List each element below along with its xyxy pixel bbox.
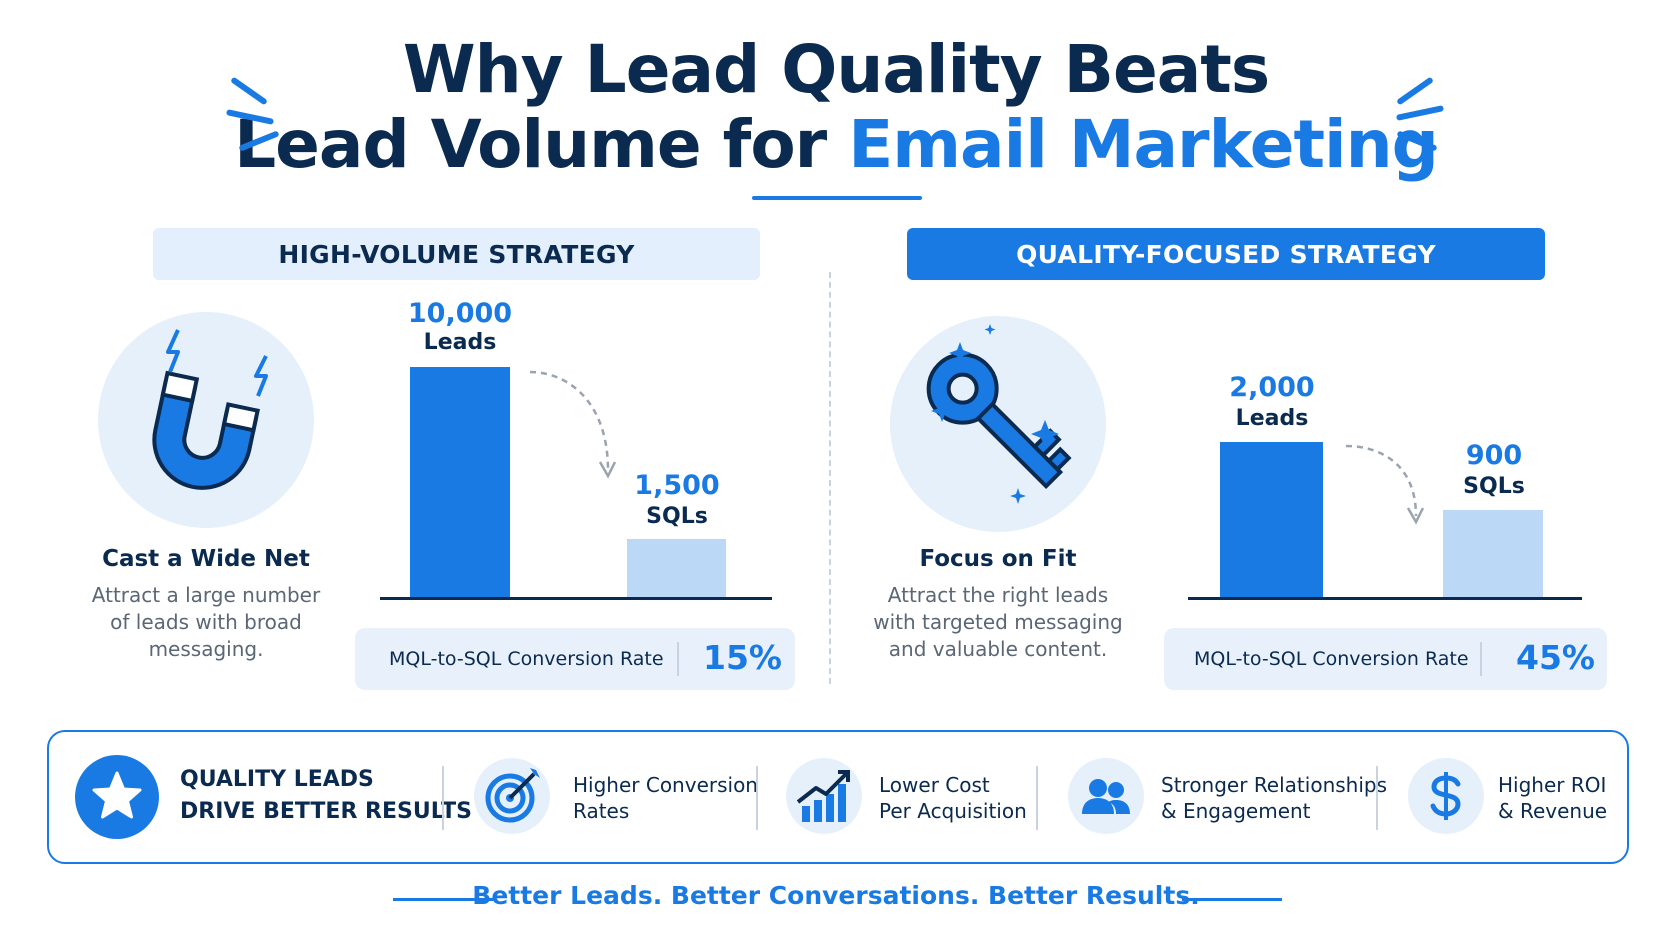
high-volume-leads-label: Leads [423, 330, 497, 355]
quality-conversion-value: 45% [1516, 638, 1595, 677]
people-icon [1082, 779, 1130, 814]
quality-leads-label: Leads [1235, 406, 1309, 431]
results-banner [47, 730, 1629, 864]
quality-feature-title: Focus on Fit [919, 546, 1077, 572]
banner-item-line: & Revenue [1498, 799, 1608, 823]
banner-divider [1376, 766, 1378, 830]
banner-item-line: Rates [573, 799, 630, 823]
conversion-label: MQL-to-SQL Conversion Rate [389, 648, 664, 670]
desc-line: Attract the right leads [887, 583, 1109, 607]
quality-leads-value: 2,000 [1229, 372, 1315, 403]
section-divider [829, 272, 831, 684]
conversion-label: MQL-to-SQL Conversion Rate [1194, 648, 1469, 670]
desc-line: with targeted messaging [873, 610, 1123, 634]
page-title-line1: Why Lead Quality Beats [402, 31, 1270, 108]
magnet-icon-circle [98, 312, 314, 528]
banner-item-roi: Higher ROI & Revenue [1498, 772, 1607, 824]
banner-item-cost: Lower Cost Per Acquisition [879, 772, 1027, 824]
quality-leads-bar [1220, 442, 1323, 598]
quality-focused-header: QUALITY-FOCUSED STRATEGY [907, 228, 1545, 280]
quality-sqls-bar [1443, 510, 1543, 598]
banner-divider [442, 766, 444, 830]
banner-divider [756, 766, 758, 830]
down-arrow-icon [1345, 444, 1424, 525]
high-volume-sqls-value: 1,500 [634, 470, 720, 501]
banner-item-line: Lower Cost [879, 773, 990, 797]
target-icon [485, 768, 540, 823]
title-prefix: Lead Volume for [234, 106, 849, 183]
tagline-rule-left [393, 898, 493, 901]
desc-line: and valuable content. [888, 637, 1108, 661]
tagline: Better Leads. Better Conversations. Bett… [472, 881, 1200, 910]
high-volume-feature-title: Cast a Wide Net [102, 546, 310, 572]
title-accent: Email Marketing [848, 106, 1439, 183]
page-title-line2: Lead Volume for Email Marketing [0, 105, 1672, 185]
high-volume-sqls-label: SQLs [646, 504, 708, 529]
quality-sqls-label: SQLs [1463, 474, 1525, 499]
growth-chart-icon [796, 770, 850, 822]
quality-chart-baseline [1188, 597, 1582, 600]
high-volume-leads-bar [410, 367, 510, 598]
high-volume-header: HIGH-VOLUME STRATEGY [153, 228, 760, 280]
quality-conversion-box: MQL-to-SQL Conversion Rate 45% [1164, 628, 1607, 690]
desc-line: Attract a large number [91, 583, 321, 607]
conversion-separator [1480, 642, 1482, 676]
conversion-separator [677, 642, 679, 676]
quality-sqls-value: 900 [1465, 440, 1523, 471]
title-underline [752, 196, 922, 200]
people-icon-circle [1068, 758, 1144, 834]
banner-item-line: Stronger Relationships [1161, 773, 1388, 797]
high-volume-chart-baseline [380, 597, 772, 600]
magnet-icon [152, 329, 268, 490]
banner-main-line: DRIVE BETTER RESULTS [180, 799, 472, 824]
down-arrow-icon [529, 370, 617, 479]
banner-item-line: Per Acquisition [879, 799, 1027, 823]
banner-item-line: Higher ROI [1498, 773, 1607, 797]
banner-item-line: & Engagement [1161, 799, 1311, 823]
star-icon [92, 771, 142, 819]
key-icon [926, 324, 1072, 504]
desc-line: messaging. [148, 637, 264, 661]
quality-feature-desc: Attract the right leads with targeted me… [852, 582, 1144, 663]
desc-line: of leads with broad [110, 610, 302, 634]
dollar-icon [1430, 772, 1461, 820]
high-volume-leads-value: 10,000 [407, 298, 513, 329]
high-volume-feature-desc: Attract a large number of leads with bro… [60, 582, 352, 663]
high-volume-sqls-bar [627, 539, 726, 598]
high-volume-conversion-box: MQL-to-SQL Conversion Rate 15% [355, 628, 795, 690]
banner-divider [1036, 766, 1038, 830]
banner-item-conversion: Higher Conversion Rates [573, 772, 758, 824]
banner-item-line: Higher Conversion [573, 773, 758, 797]
tagline-rule-right [1182, 898, 1282, 901]
high-volume-conversion-value: 15% [703, 638, 782, 677]
banner-item-relationships: Stronger Relationships & Engagement [1161, 772, 1387, 824]
banner-main-line: QUALITY LEADS [180, 767, 374, 792]
banner-main-text: QUALITY LEADS DRIVE BETTER RESULTS [180, 764, 472, 828]
